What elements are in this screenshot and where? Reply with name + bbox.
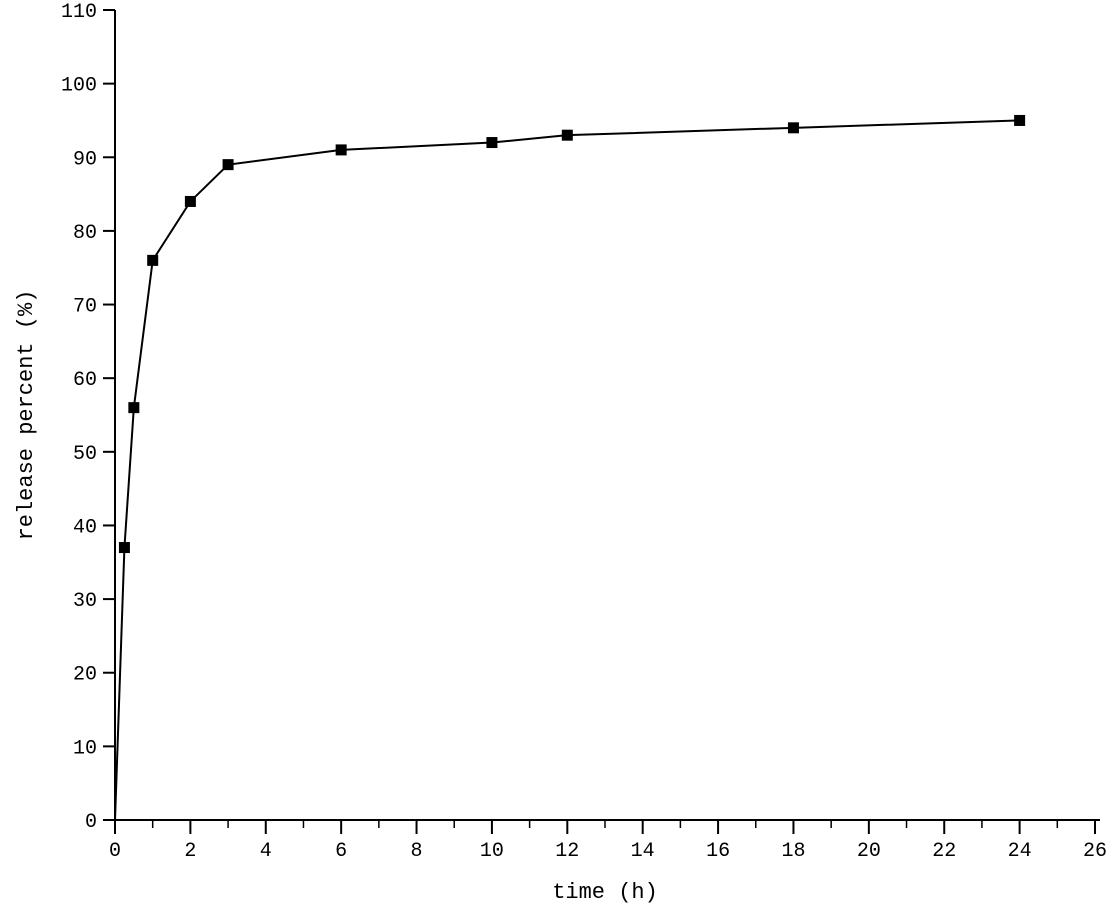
x-tick-label: 24: [1008, 840, 1032, 863]
x-tick-label: 16: [706, 840, 730, 863]
x-tick-label: 26: [1083, 840, 1107, 863]
x-tick-label: 20: [857, 840, 881, 863]
x-tick-label: 22: [932, 840, 956, 863]
x-tick-label: 0: [109, 840, 121, 863]
x-axis-label: time (h): [552, 880, 658, 905]
y-tick-label: 90: [73, 148, 97, 171]
x-tick-label: 2: [184, 840, 196, 863]
chart-svg: 0102030405060708090100110024681012141618…: [0, 0, 1117, 910]
y-tick-label: 50: [73, 443, 97, 466]
data-marker: [223, 159, 234, 170]
data-marker: [119, 542, 130, 553]
data-marker: [486, 137, 497, 148]
x-tick-label: 10: [480, 840, 504, 863]
data-marker: [562, 130, 573, 141]
data-marker: [336, 144, 347, 155]
chart-container: 0102030405060708090100110024681012141618…: [0, 0, 1117, 910]
y-tick-label: 110: [61, 1, 97, 24]
data-line: [115, 120, 1020, 820]
data-marker: [788, 122, 799, 133]
x-tick-label: 8: [411, 840, 423, 863]
x-tick-label: 6: [335, 840, 347, 863]
y-tick-label: 20: [73, 664, 97, 687]
data-marker: [147, 255, 158, 266]
data-marker: [128, 402, 139, 413]
y-tick-label: 40: [73, 516, 97, 539]
y-axis-label: release percent (%): [14, 290, 39, 541]
x-tick-label: 18: [781, 840, 805, 863]
y-tick-label: 0: [85, 811, 97, 834]
data-marker: [1014, 115, 1025, 126]
y-tick-label: 10: [73, 737, 97, 760]
y-tick-label: 70: [73, 296, 97, 319]
y-tick-label: 30: [73, 590, 97, 613]
x-tick-label: 12: [555, 840, 579, 863]
y-tick-label: 60: [73, 369, 97, 392]
x-tick-label: 4: [260, 840, 272, 863]
x-tick-label: 14: [631, 840, 655, 863]
data-marker: [185, 196, 196, 207]
y-tick-label: 100: [61, 75, 97, 98]
y-tick-label: 80: [73, 222, 97, 245]
